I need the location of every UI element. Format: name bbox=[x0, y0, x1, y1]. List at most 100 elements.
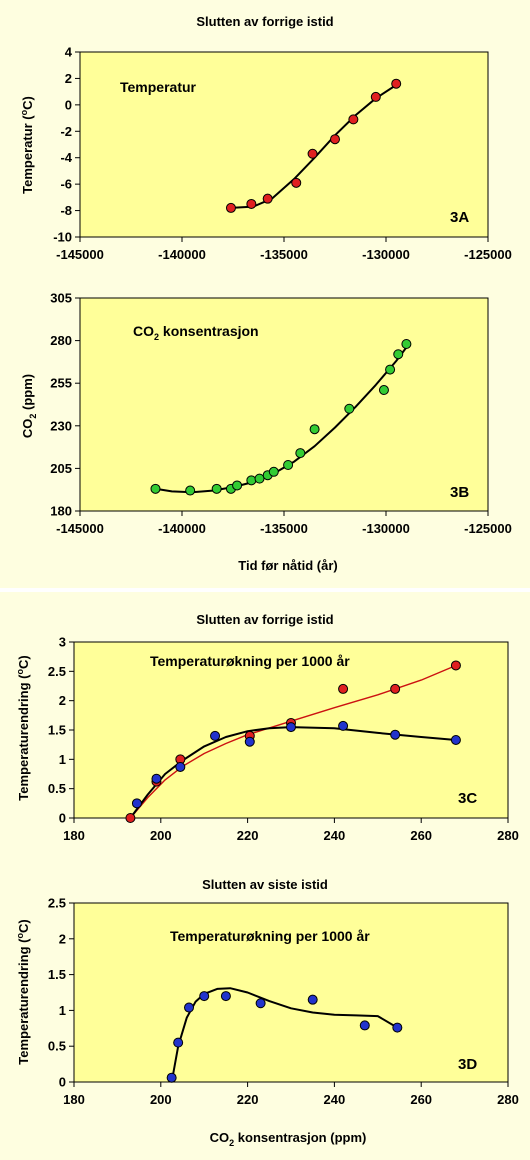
ylabel-3a: Temperatur (oC) bbox=[19, 96, 35, 194]
ylabel-3d: Temperaturendring (oC) bbox=[15, 919, 31, 1064]
data-point bbox=[378, 385, 389, 396]
y-tick-label: 0 bbox=[59, 1075, 66, 1090]
data-point bbox=[232, 480, 243, 491]
x-tick-label: 220 bbox=[237, 828, 259, 843]
data-point bbox=[210, 730, 221, 741]
y-tick-label: 305 bbox=[50, 291, 72, 306]
panel-label-3d: 3D bbox=[458, 1056, 477, 1073]
y-tick-label: 1 bbox=[59, 1003, 66, 1018]
y-tick-label: 0.5 bbox=[48, 781, 66, 796]
x-tick-label: -130000 bbox=[362, 521, 410, 536]
y-tick-label: 2 bbox=[65, 71, 72, 86]
x-tick-label: 200 bbox=[150, 1092, 172, 1107]
y-tick-label: 180 bbox=[50, 504, 72, 519]
data-point bbox=[150, 483, 161, 494]
y-tick-label: 1.5 bbox=[48, 723, 66, 738]
y-tick-label: 0 bbox=[59, 811, 66, 826]
data-point bbox=[338, 720, 349, 731]
x-tick-label: -140000 bbox=[158, 247, 206, 262]
chart-title-3d: Slutten av siste istid bbox=[202, 877, 328, 892]
data-point bbox=[390, 729, 401, 740]
y-tick-label: -2 bbox=[60, 124, 72, 139]
chart-3c: 0 0.5 1 1.5 2 2.5 3 180 200 220 240 260 280 bbox=[48, 635, 519, 844]
panel-label-3b: 3B bbox=[450, 484, 469, 501]
data-point bbox=[307, 148, 318, 159]
data-point bbox=[125, 813, 136, 823]
data-point bbox=[175, 761, 186, 772]
data-point bbox=[392, 1022, 403, 1033]
y-tick-label: 2.5 bbox=[48, 896, 66, 911]
data-point bbox=[166, 1072, 177, 1083]
data-point bbox=[359, 1020, 370, 1031]
annotation-3b: CO2 konsentrasjon bbox=[133, 323, 259, 342]
data-point bbox=[450, 734, 461, 745]
x-tick-label: 180 bbox=[63, 828, 85, 843]
data-point bbox=[254, 473, 265, 484]
plot-area bbox=[73, 902, 509, 1083]
x-tick-label: -135000 bbox=[260, 247, 308, 262]
data-point bbox=[390, 683, 401, 694]
y-tick-label: 3 bbox=[59, 635, 66, 650]
panel-separator bbox=[0, 588, 530, 592]
y-tick-label: 255 bbox=[50, 376, 72, 391]
plot-area bbox=[79, 297, 489, 512]
data-point bbox=[393, 349, 404, 360]
x-tick-label: -125000 bbox=[464, 521, 512, 536]
x-tick-label: 280 bbox=[497, 828, 519, 843]
data-point bbox=[184, 1002, 195, 1013]
y-tick-label: 280 bbox=[50, 333, 72, 348]
data-point bbox=[225, 202, 236, 213]
y-tick-label: 0 bbox=[65, 97, 72, 112]
x-tick-label: 220 bbox=[237, 1092, 259, 1107]
data-point bbox=[286, 722, 296, 733]
y-tick-label: 0.5 bbox=[48, 1039, 66, 1054]
y-tick-label: 1 bbox=[59, 752, 66, 767]
y-tick-label: -4 bbox=[60, 150, 72, 165]
y-tick-label: 2.5 bbox=[48, 664, 66, 679]
data-point bbox=[307, 994, 318, 1005]
chart-3d: 0 0.5 1 1.5 2 2.5 180 200 220 240 260 280 bbox=[48, 896, 519, 1108]
data-point bbox=[199, 991, 210, 1002]
x-tick-label: 260 bbox=[410, 1092, 432, 1107]
ylabel-3b: CO2 (ppm) bbox=[20, 374, 38, 438]
data-point bbox=[295, 448, 306, 459]
data-point bbox=[220, 991, 231, 1002]
data-point bbox=[173, 1037, 184, 1048]
y-tick-label: 1.5 bbox=[48, 967, 66, 982]
chart-title-3c: Slutten av forrige istid bbox=[196, 612, 333, 627]
data-point bbox=[391, 78, 402, 89]
panel-label-3c: 3C bbox=[458, 790, 477, 807]
x-tick-label: 200 bbox=[150, 828, 172, 843]
x-tick-label: 260 bbox=[410, 828, 432, 843]
annotation-3d: Temperaturøkning per 1000 år bbox=[170, 928, 370, 944]
data-point bbox=[211, 483, 222, 494]
data-point bbox=[385, 364, 396, 375]
data-point bbox=[370, 91, 381, 102]
data-point bbox=[309, 424, 320, 435]
data-point bbox=[291, 177, 302, 188]
data-point bbox=[244, 736, 255, 747]
data-point bbox=[262, 193, 273, 204]
x-tick-label: -140000 bbox=[158, 521, 206, 536]
data-point bbox=[185, 485, 196, 496]
data-point bbox=[283, 459, 294, 470]
ylabel-3c: Temperaturendring (oC) bbox=[15, 655, 31, 800]
x-tick-label: -130000 bbox=[362, 247, 410, 262]
data-point bbox=[344, 403, 355, 414]
data-point bbox=[246, 475, 257, 486]
plot-area bbox=[79, 51, 489, 238]
chart-3b: 180 205 230 255 280 305 -145000 -140000 -135000 -… bbox=[50, 291, 512, 537]
y-tick-label: 205 bbox=[50, 461, 72, 476]
xlabel-3b: Tid før nåtid (år) bbox=[238, 558, 337, 573]
x-tick-label: 280 bbox=[497, 1092, 519, 1107]
x-tick-label: -145000 bbox=[56, 521, 104, 536]
y-tick-label: 4 bbox=[65, 45, 73, 60]
y-tick-label: 2 bbox=[59, 693, 66, 708]
data-point bbox=[450, 660, 461, 671]
y-tick-label: -6 bbox=[60, 177, 72, 192]
y-tick-label: 2 bbox=[59, 931, 66, 946]
data-point bbox=[330, 134, 340, 145]
x-tick-label: -135000 bbox=[260, 521, 308, 536]
data-point bbox=[246, 198, 257, 209]
